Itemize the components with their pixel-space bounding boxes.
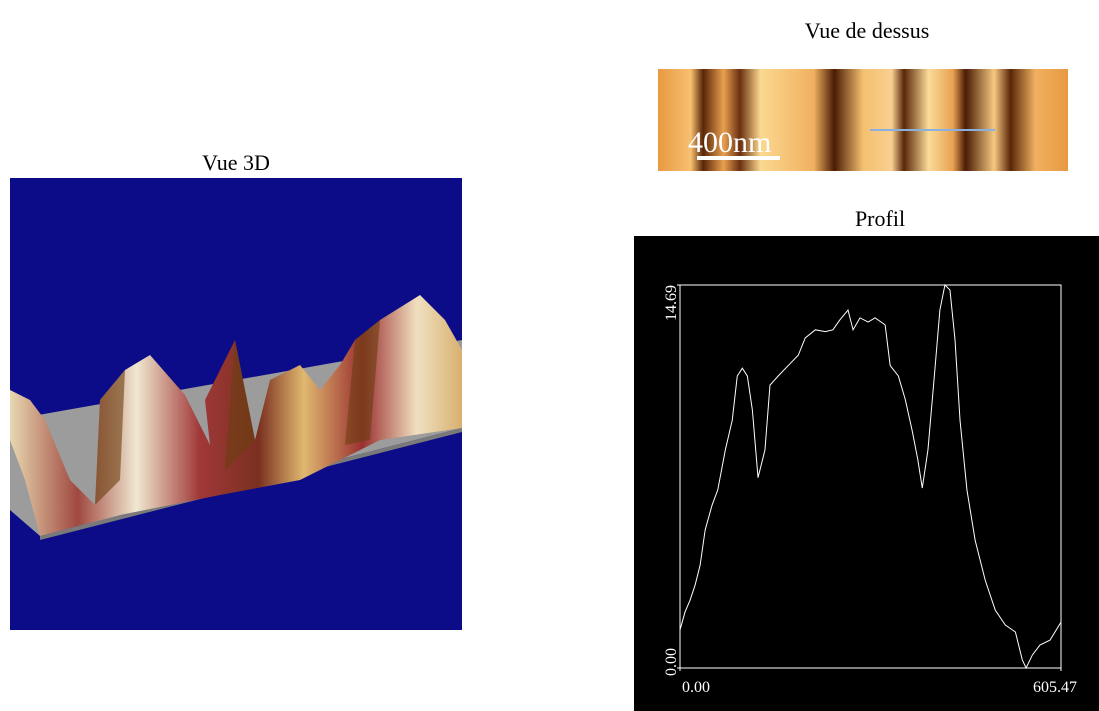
chart-title: Profil <box>855 206 905 231</box>
profile-line <box>679 283 1062 670</box>
x-tick-label: 605.47 <box>1033 679 1077 696</box>
top-view-title: Vue de dessus <box>805 18 930 43</box>
view-3d-image <box>10 178 462 630</box>
chart-background <box>634 236 1099 711</box>
y-tick-label: 0.00 <box>663 648 680 676</box>
x-tick-label: 0.00 <box>682 679 710 696</box>
plot-frame <box>679 284 1062 669</box>
y-tick-label: 14.69 <box>663 285 680 321</box>
scale-bar-label: 400nm <box>688 126 771 159</box>
top-view-image: 400nm <box>658 69 1068 171</box>
view-3d-title: Vue 3D <box>202 150 270 175</box>
